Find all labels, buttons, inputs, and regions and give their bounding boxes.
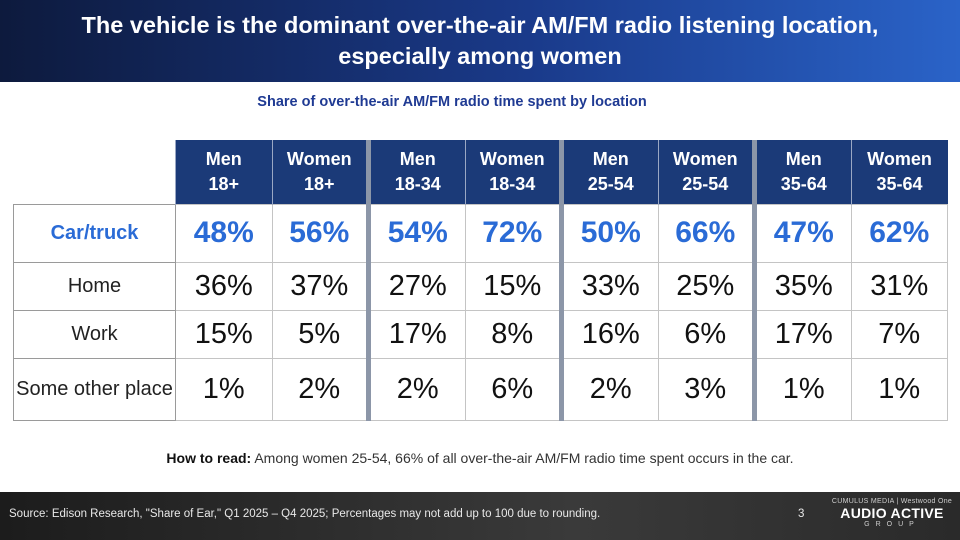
table-cell: 1% [175,357,273,421]
row-label: Home [13,261,176,311]
listening-location-table: Men 18+ Women 18+ Men 18-34 Women 18-34 Men 2… [13,140,948,421]
table-cell: 8% [464,309,562,359]
column-header-line1: Women [867,148,932,169]
table-cell: 54% [366,203,466,263]
logo-sub-text: GROUP [864,521,920,528]
table-cell: 6% [464,357,562,421]
column-header-line2: 18-34 [394,173,441,194]
table-cell: 1% [850,357,948,421]
column-header-line2: 35-64 [876,173,923,194]
column-header-line1: Women [479,148,545,169]
column-header-line1: Men [205,148,242,169]
title-bar: The vehicle is the dominant over-the-air… [0,0,960,82]
column-header-line2: 25-54 [682,173,729,194]
page-number: 3 [798,508,805,520]
how-to-read-label: How to read: [166,450,252,466]
table-cell: 66% [657,203,755,263]
table-cell: 33% [559,261,659,311]
table-cell: 5% [271,309,369,359]
table-cell: 48% [175,203,273,263]
table-cell: 2% [366,357,466,421]
table-cell: 27% [366,261,466,311]
column-header-line1: Men [785,148,822,169]
slide-title: The vehicle is the dominant over-the-air… [81,12,879,69]
table-cell: 2% [559,357,659,421]
table-corner [14,140,176,204]
table-cell: 47% [752,203,852,263]
row-label: Some other place [13,357,176,421]
table-cell: 72% [464,203,562,263]
how-to-read-note: How to read: Among women 25-54, 66% of a… [0,450,960,466]
table-cell: 16% [559,309,659,359]
table-cell: 1% [752,357,852,421]
table-cell: 50% [559,203,659,263]
table-row: Work 15% 5% 17% 8% 16% 6% 17% 7% [13,309,948,359]
column-header: Women 18-34 [464,140,562,204]
column-header-line2: 25-54 [587,173,634,194]
column-header-line2: 18+ [208,173,240,194]
column-header-line2: 35-64 [780,173,827,194]
table-subtitle: Share of over-the-air AM/FM radio time s… [257,94,647,110]
column-header: Men 18-34 [366,140,465,204]
logo-main-text: AUDIO ACTIVE [840,505,944,521]
column-header-line1: Men [592,148,629,169]
table-cell: 31% [850,261,948,311]
table-cell: 2% [271,357,369,421]
audio-active-group-logo: CUMULUS MEDIA | Westwood One AUDIO ACTIV… [830,498,954,536]
table-cell: 7% [850,309,948,359]
table-cell: 56% [271,203,369,263]
how-to-read-text: Among women 25-54, 66% of all over-the-a… [254,450,794,466]
table-cell: 15% [175,309,273,359]
table-cell: 6% [657,309,755,359]
table-row: Car/truck 48% 56% 54% 72% 50% 66% 47% 62… [13,203,948,263]
table-row: Some other place 1% 2% 2% 6% 2% 3% 1% 1% [13,357,948,421]
row-label: Car/truck [13,203,176,263]
column-header: Men 18+ [175,140,272,204]
column-header-line1: Men [399,148,436,169]
table-cell: 17% [366,309,466,359]
column-header: Women 18+ [271,140,369,204]
table-cell: 17% [752,309,852,359]
footer-bar: Source: Edison Research, "Share of Ear,"… [0,492,960,540]
logo-top-line: CUMULUS MEDIA | Westwood One [831,498,953,505]
table-cell: 37% [271,261,369,311]
column-header-line2: 18+ [303,173,335,194]
table-cell: 15% [464,261,562,311]
row-label: Work [13,309,176,359]
table-cell: 62% [850,203,948,263]
column-header: Women 25-54 [657,140,755,204]
column-header: Men 35-64 [752,140,851,204]
column-header-line1: Women [672,148,738,169]
column-header: Women 35-64 [850,140,948,204]
column-header: Men 25-54 [559,140,658,204]
column-header-line1: Women [286,148,352,169]
table-header-row: Men 18+ Women 18+ Men 18-34 Women 18-34 Men 2… [14,140,948,204]
table-cell: 3% [657,357,755,421]
source-note: Source: Edison Research, "Share of Ear,"… [9,508,601,520]
table-row: Home 36% 37% 27% 15% 33% 25% 35% 31% [13,261,948,311]
table-cell: 35% [752,261,852,311]
column-header-line2: 18-34 [489,173,536,194]
table-cell: 36% [175,261,273,311]
table-cell: 25% [657,261,755,311]
